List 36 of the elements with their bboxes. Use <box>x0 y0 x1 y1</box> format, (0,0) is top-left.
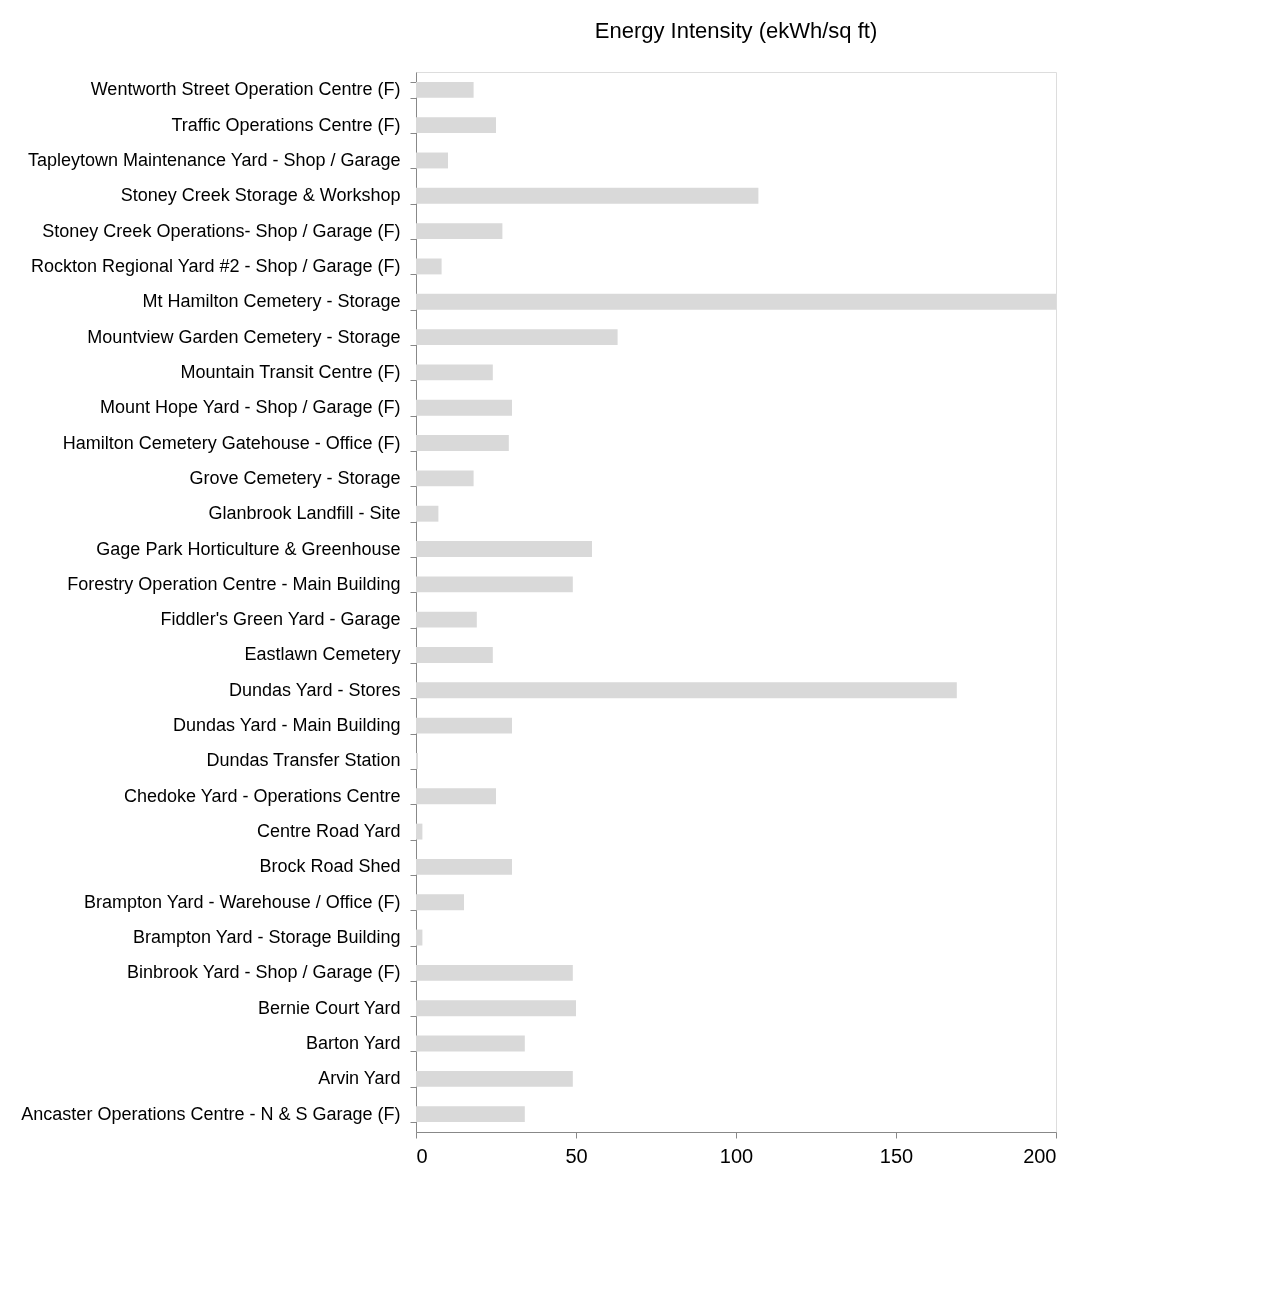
y-tick-label: Mountain Transit Centre (F) <box>180 361 401 382</box>
y-tick-label: Brampton Yard - Warehouse / Office (F) <box>84 891 401 912</box>
y-tick-label: Gage Park Horticulture & Greenhouse <box>96 538 401 559</box>
y-tick-label: Stoney Creek Operations- Shop / Garage (F) <box>42 220 401 241</box>
y-tick-label: Mount Hope Yard - Shop / Garage (F) <box>100 397 401 418</box>
y-tick-label: Bernie Court Yard <box>258 997 401 1018</box>
x-tick-label: 0 <box>416 1144 428 1167</box>
y-tick-label: Wentworth Street Operation Centre (F) <box>90 79 401 100</box>
y-tick-label: Chedoke Yard - Operations Centre <box>124 785 401 806</box>
x-tick-label: 150 <box>879 1144 914 1167</box>
x-tick-label: 200 <box>1023 1144 1057 1167</box>
y-tick-label: Hamilton Cemetery Gatehouse - Office (F) <box>62 432 401 453</box>
y-tick-label: Traffic Operations Centre (F) <box>171 114 401 135</box>
x-tick-label: 50 <box>565 1144 588 1167</box>
y-tick-label: Brock Road Shed <box>259 856 401 877</box>
y-tick-label: Brampton Yard - Storage Building <box>133 927 401 948</box>
y-tick-label: Arvin Yard <box>318 1068 401 1089</box>
y-tick-label: Binbrook Yard - Shop / Garage (F) <box>127 962 401 983</box>
y-tick-label: Dundas Yard - Main Building <box>173 715 401 736</box>
chart-title: Energy Intensity (ekWh/sq ft) <box>594 18 878 43</box>
y-tick-label: Forestry Operation Centre - Main Building <box>67 573 401 594</box>
y-tick-label: Dundas Yard - Stores <box>229 679 401 700</box>
y-tick-label: Rockton Regional Yard #2 - Shop / Garage (F) <box>30 255 401 276</box>
y-tick-label: Dundas Transfer Station <box>206 750 401 771</box>
y-tick-label: Eastlawn Cemetery <box>244 644 401 665</box>
y-tick-label: Tapleytown Maintenance Yard - Shop / Garage <box>27 149 401 170</box>
y-tick-label: Glanbrook Landfill - Site <box>208 503 401 524</box>
y-tick-label: Ancaster Operations Centre - N & S Garage (F) <box>21 1103 401 1124</box>
y-tick-label: Grove Cemetery - Storage <box>189 467 401 488</box>
y-tick-label: Stoney Creek Storage & Workshop <box>120 185 401 206</box>
y-tick-label: Fiddler's Green Yard - Garage <box>160 609 401 630</box>
y-tick-label: Centre Road Yard <box>257 821 401 842</box>
y-tick-label: Mt Hamilton Cemetery - Storage <box>142 291 401 312</box>
x-tick-label: 100 <box>719 1144 754 1167</box>
y-tick-label: Mountview Garden Cemetery - Storage <box>87 326 401 347</box>
y-tick-label: Barton Yard <box>306 1033 401 1054</box>
